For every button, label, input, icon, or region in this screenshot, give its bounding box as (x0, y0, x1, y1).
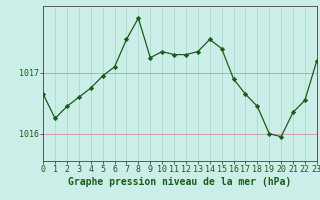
X-axis label: Graphe pression niveau de la mer (hPa): Graphe pression niveau de la mer (hPa) (68, 177, 292, 187)
